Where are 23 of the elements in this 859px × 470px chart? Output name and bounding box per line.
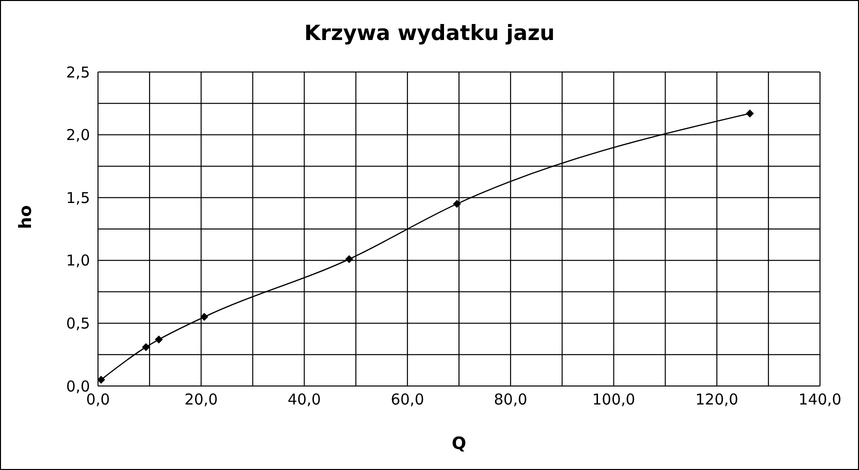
- x-tick-label: 140,0: [798, 390, 842, 409]
- x-axis-title: Q: [452, 434, 466, 454]
- point: [200, 312, 208, 321]
- x-tick-label: 40,0: [288, 390, 321, 409]
- y-axis-title: ho: [16, 205, 36, 229]
- x-tick-label: 60,0: [390, 390, 424, 409]
- point: [746, 109, 754, 118]
- point: [154, 336, 163, 344]
- point: [142, 343, 150, 352]
- x-tick-label: 80,0: [494, 390, 528, 409]
- chart-title: Krzywa wydatku jazu: [303, 21, 556, 45]
- y-tick-label: 1,0: [66, 252, 90, 270]
- point: [98, 376, 106, 384]
- x-tick-label: 100,0: [592, 390, 636, 409]
- y-tick-label: 2,5: [66, 63, 90, 82]
- y-tick-label: 1,5: [66, 188, 90, 207]
- y-tick-label: 0,5: [66, 314, 90, 333]
- point: [345, 255, 354, 264]
- x-tick-label: 20,0: [184, 390, 218, 409]
- x-tick-label: 0,0: [86, 390, 110, 409]
- point: [452, 200, 461, 208]
- y-tick-label: 2,0: [66, 126, 90, 144]
- x-tick-label: 120,0: [695, 390, 738, 409]
